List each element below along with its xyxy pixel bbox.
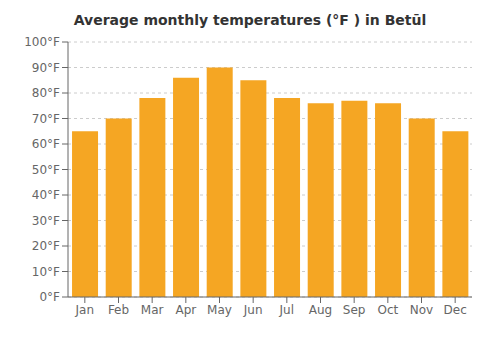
svg-text:50°F: 50°F	[32, 163, 60, 177]
svg-text:Jul: Jul	[279, 303, 294, 317]
svg-text:70°F: 70°F	[32, 112, 60, 126]
svg-text:40°F: 40°F	[32, 188, 60, 202]
svg-text:Apr: Apr	[175, 303, 196, 317]
svg-text:Jun: Jun	[243, 303, 263, 317]
svg-text:Sep: Sep	[343, 303, 366, 317]
svg-text:Mar: Mar	[141, 303, 164, 317]
svg-text:Aug: Aug	[309, 303, 332, 317]
svg-text:20°F: 20°F	[32, 239, 60, 253]
svg-text:Dec: Dec	[444, 303, 467, 317]
html-text:Average monthly temperatures (: Average monthly temperatures (°F ) in Be…	[73, 12, 427, 28]
svg-text:80°F: 80°F	[32, 86, 60, 100]
svg-text:Jan: Jan	[75, 303, 95, 317]
svg-text:Feb: Feb	[108, 303, 129, 317]
svg-text:30°F: 30°F	[32, 214, 60, 228]
svg-text:100°F: 100°F	[24, 35, 60, 49]
svg-text:60°F: 60°F	[32, 137, 60, 151]
svg-text:10°F: 10°F	[32, 265, 60, 279]
svg-text:0°F: 0°F	[39, 290, 60, 304]
svg-text:Nov: Nov	[410, 303, 433, 317]
svg-text:90°F: 90°F	[32, 61, 60, 75]
svg-text:Oct: Oct	[377, 303, 398, 317]
svg-text:May: May	[207, 303, 232, 317]
